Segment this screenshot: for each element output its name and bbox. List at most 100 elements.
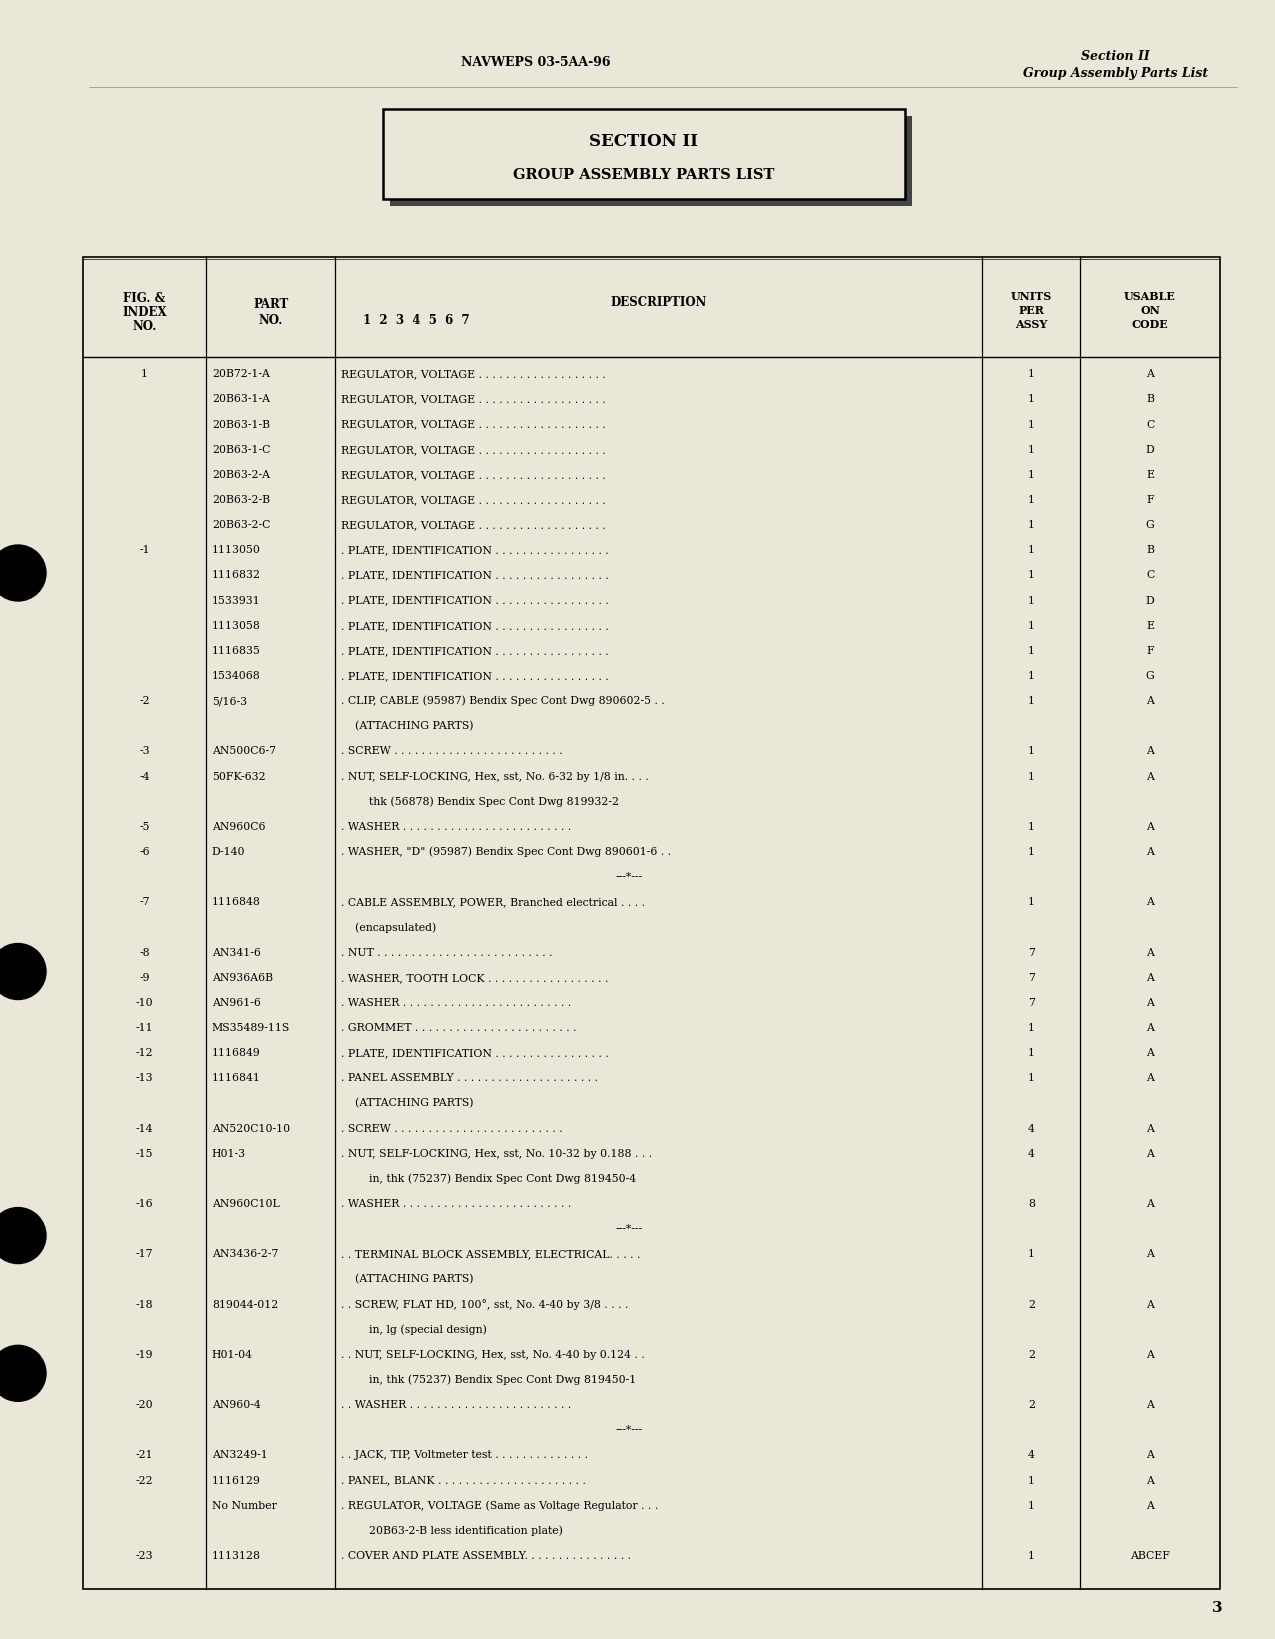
- Text: DESCRIPTION: DESCRIPTION: [611, 295, 708, 308]
- Text: 1116835: 1116835: [212, 646, 260, 656]
- Text: 2: 2: [1028, 1298, 1035, 1310]
- Text: 1116849: 1116849: [212, 1047, 260, 1057]
- Text: A: A: [1146, 697, 1154, 706]
- Text: -20: -20: [135, 1400, 153, 1410]
- Text: C: C: [1146, 570, 1154, 580]
- Text: 1116129: 1116129: [212, 1475, 260, 1485]
- Bar: [389, 116, 912, 207]
- Text: 20B63-1-B: 20B63-1-B: [212, 420, 270, 429]
- Text: 1116848: 1116848: [212, 897, 260, 906]
- Text: ---*---: ---*---: [616, 1223, 643, 1234]
- Text: 1: 1: [1028, 495, 1035, 505]
- Text: -9: -9: [139, 972, 149, 982]
- Text: FIG. &: FIG. &: [124, 292, 166, 305]
- Text: D-140: D-140: [212, 846, 245, 857]
- Text: . COVER AND PLATE ASSEMBLY. . . . . . . . . . . . . . . .: . COVER AND PLATE ASSEMBLY. . . . . . . …: [342, 1550, 631, 1560]
- Text: 1  2  3  4  5  6  7: 1 2 3 4 5 6 7: [363, 313, 470, 326]
- Text: . PLATE, IDENTIFICATION . . . . . . . . . . . . . . . . .: . PLATE, IDENTIFICATION . . . . . . . . …: [342, 646, 609, 656]
- Text: 1: 1: [1028, 772, 1035, 782]
- Text: -17: -17: [135, 1249, 153, 1259]
- Text: A: A: [1146, 897, 1154, 906]
- Text: E: E: [1146, 470, 1154, 480]
- Text: . . NUT, SELF-LOCKING, Hex, sst, No. 4-40 by 0.124 . .: . . NUT, SELF-LOCKING, Hex, sst, No. 4-4…: [342, 1349, 645, 1359]
- Text: CODE: CODE: [1132, 318, 1168, 329]
- Text: -14: -14: [135, 1123, 153, 1133]
- Text: . . WASHER . . . . . . . . . . . . . . . . . . . . . . . .: . . WASHER . . . . . . . . . . . . . . .…: [342, 1400, 571, 1410]
- Text: -8: -8: [139, 947, 149, 957]
- Text: NAVWEPS 03-5AA-96: NAVWEPS 03-5AA-96: [460, 56, 611, 69]
- Text: 1116841: 1116841: [212, 1072, 260, 1083]
- Text: . . SCREW, FLAT HD, 100°, sst, No. 4-40 by 3/8 . . . .: . . SCREW, FLAT HD, 100°, sst, No. 4-40 …: [342, 1298, 629, 1310]
- Text: NO.: NO.: [259, 313, 283, 326]
- Text: 2: 2: [1028, 1400, 1035, 1410]
- Text: 1: 1: [1028, 1023, 1035, 1033]
- Text: 1: 1: [1028, 444, 1035, 454]
- Text: 1: 1: [1028, 670, 1035, 680]
- Text: A: A: [1146, 1449, 1154, 1460]
- Text: 50FK-632: 50FK-632: [212, 772, 265, 782]
- Text: 1: 1: [1028, 520, 1035, 529]
- Text: . PANEL ASSEMBLY . . . . . . . . . . . . . . . . . . . . .: . PANEL ASSEMBLY . . . . . . . . . . . .…: [342, 1072, 598, 1083]
- Text: MS35489-11S: MS35489-11S: [212, 1023, 289, 1033]
- Text: (ATTACHING PARTS): (ATTACHING PARTS): [342, 721, 474, 731]
- Text: . WASHER, TOOTH LOCK . . . . . . . . . . . . . . . . . .: . WASHER, TOOTH LOCK . . . . . . . . . .…: [342, 972, 608, 982]
- Text: A: A: [1146, 1249, 1154, 1259]
- Circle shape: [0, 1208, 46, 1264]
- Text: . PLATE, IDENTIFICATION . . . . . . . . . . . . . . . . .: . PLATE, IDENTIFICATION . . . . . . . . …: [342, 621, 609, 631]
- Text: 5/16-3: 5/16-3: [212, 697, 247, 706]
- Text: 8: 8: [1028, 1198, 1035, 1208]
- Text: AN520C10-10: AN520C10-10: [212, 1123, 289, 1133]
- Text: -4: -4: [139, 772, 149, 782]
- Text: REGULATOR, VOLTAGE . . . . . . . . . . . . . . . . . . .: REGULATOR, VOLTAGE . . . . . . . . . . .…: [342, 470, 606, 480]
- Text: 1: 1: [1028, 1072, 1035, 1083]
- Text: AN960C10L: AN960C10L: [212, 1198, 279, 1208]
- Text: 1: 1: [1028, 369, 1035, 379]
- Text: . . TERMINAL BLOCK ASSEMBLY, ELECTRICAL. . . . .: . . TERMINAL BLOCK ASSEMBLY, ELECTRICAL.…: [342, 1249, 641, 1259]
- Text: 1: 1: [1028, 1500, 1035, 1510]
- Text: -2: -2: [139, 697, 149, 706]
- Text: . CABLE ASSEMBLY, POWER, Branched electrical . . . .: . CABLE ASSEMBLY, POWER, Branched electr…: [342, 897, 645, 906]
- Text: A: A: [1146, 1475, 1154, 1485]
- Bar: [382, 110, 905, 200]
- Text: 1: 1: [1028, 595, 1035, 605]
- Text: REGULATOR, VOLTAGE . . . . . . . . . . . . . . . . . . .: REGULATOR, VOLTAGE . . . . . . . . . . .…: [342, 444, 606, 454]
- Text: . PLATE, IDENTIFICATION . . . . . . . . . . . . . . . . .: . PLATE, IDENTIFICATION . . . . . . . . …: [342, 670, 609, 680]
- Text: AN341-6: AN341-6: [212, 947, 260, 957]
- Text: A: A: [1146, 1147, 1154, 1159]
- Text: 1116832: 1116832: [212, 570, 261, 580]
- Text: F: F: [1146, 495, 1154, 505]
- Text: 20B63-1-A: 20B63-1-A: [212, 395, 270, 405]
- Text: in, thk (75237) Bendix Spec Cont Dwg 819450-1: in, thk (75237) Bendix Spec Cont Dwg 819…: [342, 1373, 636, 1385]
- Text: -23: -23: [135, 1550, 153, 1560]
- Text: AN961-6: AN961-6: [212, 997, 260, 1008]
- Text: REGULATOR, VOLTAGE . . . . . . . . . . . . . . . . . . .: REGULATOR, VOLTAGE . . . . . . . . . . .…: [342, 395, 606, 405]
- Text: GROUP ASSEMBLY PARTS LIST: GROUP ASSEMBLY PARTS LIST: [513, 167, 774, 182]
- Text: -6: -6: [139, 846, 149, 857]
- Circle shape: [0, 546, 46, 602]
- Text: . PLATE, IDENTIFICATION . . . . . . . . . . . . . . . . .: . PLATE, IDENTIFICATION . . . . . . . . …: [342, 595, 609, 605]
- Text: 3: 3: [1213, 1600, 1223, 1614]
- Text: 1: 1: [1028, 821, 1035, 831]
- Text: G: G: [1146, 670, 1154, 680]
- Text: A: A: [1146, 997, 1154, 1008]
- Text: AN960C6: AN960C6: [212, 821, 265, 831]
- Text: AN3249-1: AN3249-1: [212, 1449, 268, 1460]
- Text: 1113128: 1113128: [212, 1550, 261, 1560]
- Text: E: E: [1146, 621, 1154, 631]
- Text: 1: 1: [1028, 621, 1035, 631]
- Text: (encapsulated): (encapsulated): [342, 921, 436, 933]
- Text: INDEX: INDEX: [122, 305, 167, 318]
- Text: 7: 7: [1028, 997, 1035, 1008]
- Text: H01-04: H01-04: [212, 1349, 252, 1359]
- Text: . GROMMET . . . . . . . . . . . . . . . . . . . . . . . .: . GROMMET . . . . . . . . . . . . . . . …: [342, 1023, 576, 1033]
- Text: A: A: [1146, 746, 1154, 756]
- Text: -12: -12: [135, 1047, 153, 1057]
- Text: 2: 2: [1028, 1349, 1035, 1359]
- Text: 4: 4: [1028, 1123, 1035, 1133]
- Text: 1: 1: [1028, 570, 1035, 580]
- Text: -10: -10: [135, 997, 153, 1008]
- Text: 4: 4: [1028, 1449, 1035, 1460]
- Text: B: B: [1146, 395, 1154, 405]
- Text: USABLE: USABLE: [1125, 290, 1176, 302]
- Text: 1534068: 1534068: [212, 670, 260, 680]
